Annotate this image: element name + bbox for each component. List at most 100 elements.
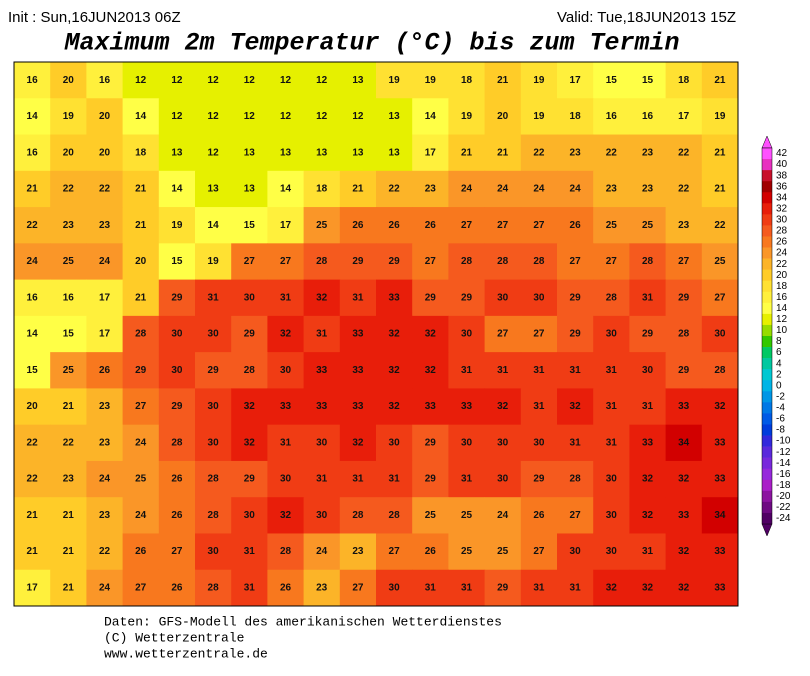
temperature-cell [629,533,667,571]
temperature-cell [484,207,522,244]
temperature-cell [484,352,522,389]
temperature-value: 13 [208,184,220,195]
temperature-cell [484,533,522,571]
temperature-value: 29 [425,437,437,448]
temperature-cell [50,497,87,534]
temperature-value: 30 [570,546,582,557]
temperature-cell [520,134,558,172]
temperature-cell [195,243,232,281]
temperature-cell [303,569,341,607]
temperature-cell [267,279,305,317]
legend-label: 16 [776,292,788,303]
temperature-cell [303,533,341,571]
temperature-cell [303,279,341,317]
temperature-cell [267,569,305,607]
temperature-cell [665,533,703,571]
temperature-cell [50,98,87,136]
temperature-value: 25 [316,220,328,231]
temperature-value: 27 [570,256,582,267]
temperature-cell [158,315,196,353]
legend-label: 36 [776,181,788,192]
temperature-value: 33 [316,365,328,376]
temperature-cell [701,207,739,244]
temperature-cell [267,315,305,353]
temperature-cell [50,134,87,172]
temperature-value: 33 [280,401,292,412]
temperature-value: 33 [714,546,726,557]
temperature-cell [376,388,413,426]
temperature-value: 27 [425,256,437,267]
temperature-value: 12 [244,111,256,122]
legend-swatch [762,291,772,304]
color-legend: 424038363432302826242220181614121086420-… [761,147,791,525]
temperature-value: 31 [208,292,220,303]
temperature-value: 32 [280,329,292,340]
temperature-cell [448,170,486,208]
temperature-value: 30 [606,510,618,521]
temperature-cell [412,460,449,498]
temperature-value: 32 [280,510,292,521]
temperature-value: 33 [642,437,654,448]
temperature-cell [339,424,377,462]
temperature-value: 25 [497,546,509,557]
temperature-value: 13 [244,184,256,195]
temperature-value: 29 [389,256,401,267]
temperature-cell [86,533,124,571]
temperature-cell [122,388,160,426]
temperature-cell [231,207,268,244]
temperature-cell [520,533,558,571]
temperature-cell [303,98,341,136]
legend-label: -10 [776,436,791,447]
temperature-value: 21 [497,75,509,86]
temperature-cell [665,569,703,607]
temperature-cell [557,207,594,244]
temperature-cell [122,207,160,244]
temperature-value: 17 [27,583,39,594]
temperature-value: 34 [714,510,726,521]
temperature-cell [195,497,232,534]
temperature-value: 32 [678,546,690,557]
legend-label: -16 [776,469,791,480]
temperature-value: 26 [570,220,582,231]
temperature-value: 24 [497,510,509,521]
temperature-value: 14 [27,111,39,122]
temperature-value: 13 [244,147,256,158]
temperature-cell [701,134,739,172]
legend-swatch [762,435,772,447]
temperature-value: 33 [678,510,690,521]
temperature-cell [484,279,522,317]
temperature-cell [557,279,594,317]
temperature-cell [557,460,594,498]
temperature-cell [303,388,341,426]
temperature-value: 16 [606,111,618,122]
temperature-value: 17 [99,292,111,303]
temperature-value: 26 [280,583,292,594]
temperature-value: 13 [171,147,183,158]
temperature-value: 21 [135,220,147,231]
temperature-value: 21 [135,184,147,195]
legend-swatch [762,358,772,370]
temperature-cell [303,207,341,244]
temperature-cell [593,460,630,498]
temperature-cell [376,207,413,244]
temperature-cell [158,170,196,208]
temperature-cell [701,424,739,462]
temperature-cell [412,497,449,534]
temperature-value: 31 [606,437,618,448]
temperature-value: 30 [714,329,726,340]
temperature-cell [665,134,703,172]
temperature-value: 12 [135,75,147,86]
legend-label: -24 [776,513,791,524]
temperature-value: 12 [208,75,220,86]
temperature-cell [158,352,196,389]
temperature-value: 28 [352,510,364,521]
temperature-value: 33 [425,401,437,412]
temperature-cell [50,207,87,244]
temperature-cell [50,569,87,607]
temperature-cell [339,207,377,244]
temperature-cell [665,497,703,534]
temperature-cell [629,243,667,281]
legend-label: -4 [776,403,785,414]
temperature-value: 19 [208,256,220,267]
temperature-cell [701,388,739,426]
